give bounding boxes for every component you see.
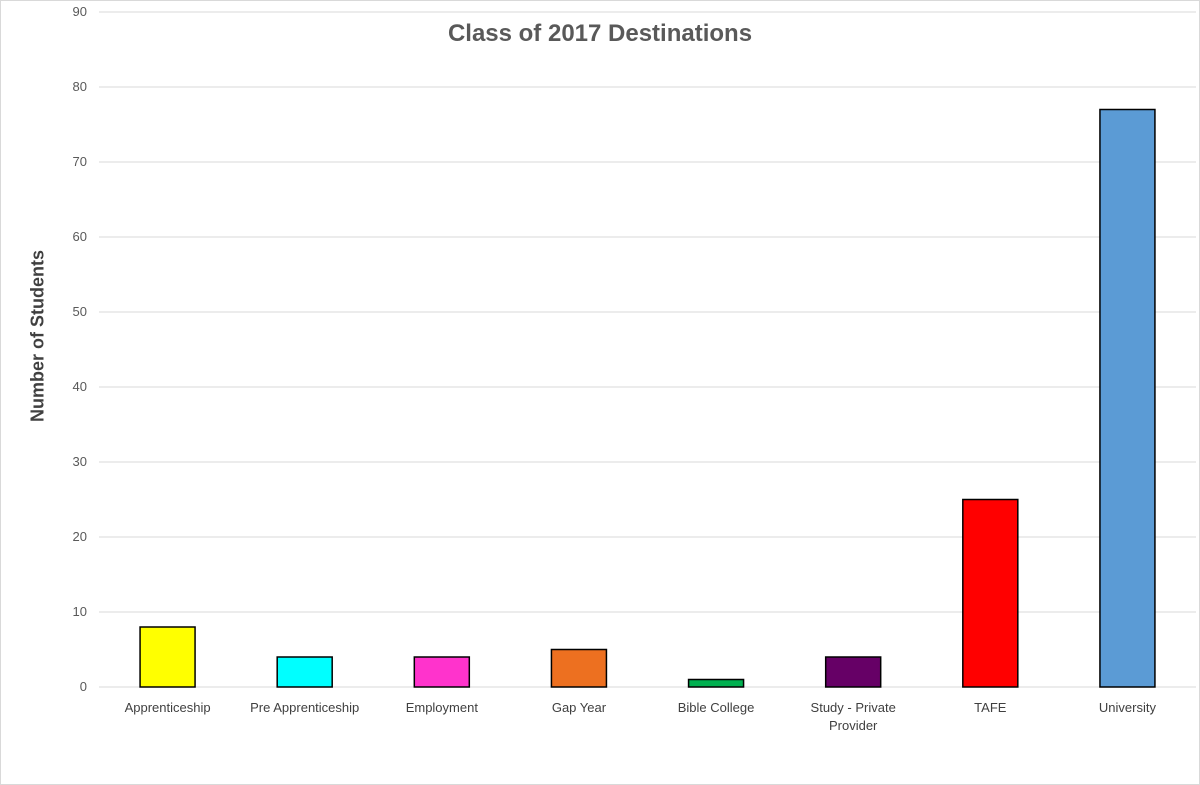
y-tick-label: 0: [80, 679, 87, 694]
y-tick-label: 90: [73, 4, 87, 19]
x-tick-labels: Apprenticeship Pre Apprenticeship Employme…: [125, 700, 1157, 733]
bar-7: [1099, 108, 1156, 688]
x-tick-label: Employment: [406, 700, 479, 715]
bar-1: [276, 656, 333, 688]
bar-6: [962, 498, 1019, 688]
x-tick-label: Bible College: [678, 700, 755, 715]
bar-4: [687, 678, 745, 688]
y-tick-label: 10: [73, 604, 87, 619]
x-tick-label: Study - Private: [811, 700, 896, 715]
bar-2: [413, 656, 471, 688]
y-tick-label: 40: [73, 379, 87, 394]
x-tick-label: Pre Apprenticeship: [250, 700, 359, 715]
y-tick-label: 60: [73, 229, 87, 244]
y-tick-label: 50: [73, 304, 87, 319]
bar-5: [824, 656, 882, 688]
bar-3: [550, 648, 608, 688]
x-tick-label: University: [1099, 700, 1157, 715]
chart-title: Class of 2017 Destinations: [447, 20, 753, 47]
y-tick-label: 70: [73, 154, 87, 169]
x-tick-label: Apprenticeship: [125, 700, 211, 715]
y-tick-label: 20: [73, 529, 87, 544]
y-tick-labels: 0 10 20 30 40 50 60 70 80 90: [73, 4, 87, 694]
gridlines: [99, 11, 1196, 688]
x-tick-label: Gap Year: [552, 700, 607, 715]
y-tick-label: 80: [73, 79, 87, 94]
x-tick-label: Provider: [829, 718, 878, 733]
bar-0: [139, 626, 196, 688]
bars: [139, 108, 1156, 688]
x-tick-label: TAFE: [974, 700, 1007, 715]
y-tick-label: 30: [73, 454, 87, 469]
